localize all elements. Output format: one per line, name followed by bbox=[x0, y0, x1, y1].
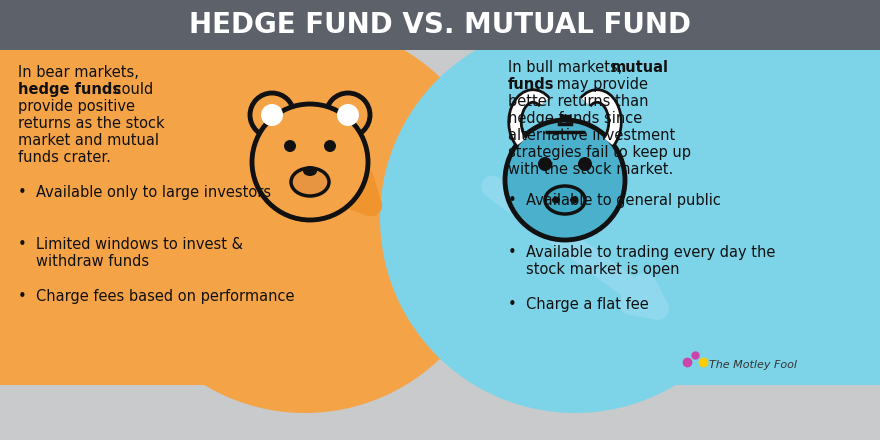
Text: mutual: mutual bbox=[611, 60, 669, 75]
Text: could: could bbox=[109, 82, 153, 97]
Text: In bull markets,: In bull markets, bbox=[508, 60, 627, 75]
Circle shape bbox=[250, 93, 294, 137]
Ellipse shape bbox=[545, 186, 585, 214]
Text: strategies fail to keep up: strategies fail to keep up bbox=[508, 145, 691, 160]
Ellipse shape bbox=[552, 197, 560, 203]
Text: The Motley Fool: The Motley Fool bbox=[709, 360, 797, 370]
Text: In bear markets,: In bear markets, bbox=[18, 65, 139, 80]
FancyBboxPatch shape bbox=[0, 50, 220, 385]
Text: •  Available only to large investors: • Available only to large investors bbox=[18, 185, 271, 200]
Text: funds crater.: funds crater. bbox=[18, 150, 111, 165]
Circle shape bbox=[110, 23, 500, 413]
Text: •  Available to trading every day the: • Available to trading every day the bbox=[508, 245, 775, 260]
Circle shape bbox=[326, 93, 370, 137]
Text: •  Charge fees based on performance: • Charge fees based on performance bbox=[18, 289, 295, 304]
Circle shape bbox=[578, 157, 592, 171]
Text: may provide: may provide bbox=[552, 77, 648, 92]
Circle shape bbox=[252, 104, 368, 220]
Text: provide positive: provide positive bbox=[18, 99, 135, 114]
Circle shape bbox=[261, 104, 283, 126]
Ellipse shape bbox=[570, 197, 578, 203]
Circle shape bbox=[284, 140, 296, 152]
Text: funds: funds bbox=[508, 77, 554, 92]
Ellipse shape bbox=[303, 166, 317, 176]
Circle shape bbox=[337, 104, 359, 126]
Text: with the stock market.: with the stock market. bbox=[508, 162, 673, 177]
Text: withdraw funds: withdraw funds bbox=[36, 254, 149, 269]
Text: •  Available to general public: • Available to general public bbox=[508, 193, 721, 208]
Text: stock market is open: stock market is open bbox=[526, 262, 679, 277]
Text: market and mutual: market and mutual bbox=[18, 133, 159, 148]
Text: hedge funds: hedge funds bbox=[18, 82, 121, 97]
Text: returns as the stock: returns as the stock bbox=[18, 116, 165, 131]
Circle shape bbox=[505, 120, 625, 240]
Text: alternative investment: alternative investment bbox=[508, 128, 675, 143]
Text: •  Limited windows to invest &: • Limited windows to invest & bbox=[18, 237, 243, 252]
Text: better returns than: better returns than bbox=[508, 94, 649, 109]
Text: •  Charge a flat fee: • Charge a flat fee bbox=[508, 297, 649, 312]
FancyBboxPatch shape bbox=[660, 50, 880, 385]
Text: HEDGE FUND VS. MUTUAL FUND: HEDGE FUND VS. MUTUAL FUND bbox=[189, 11, 691, 39]
Circle shape bbox=[380, 23, 770, 413]
FancyBboxPatch shape bbox=[0, 0, 880, 50]
Text: hedge funds since: hedge funds since bbox=[508, 111, 642, 126]
Ellipse shape bbox=[291, 168, 329, 196]
Circle shape bbox=[538, 157, 552, 171]
Circle shape bbox=[324, 140, 336, 152]
